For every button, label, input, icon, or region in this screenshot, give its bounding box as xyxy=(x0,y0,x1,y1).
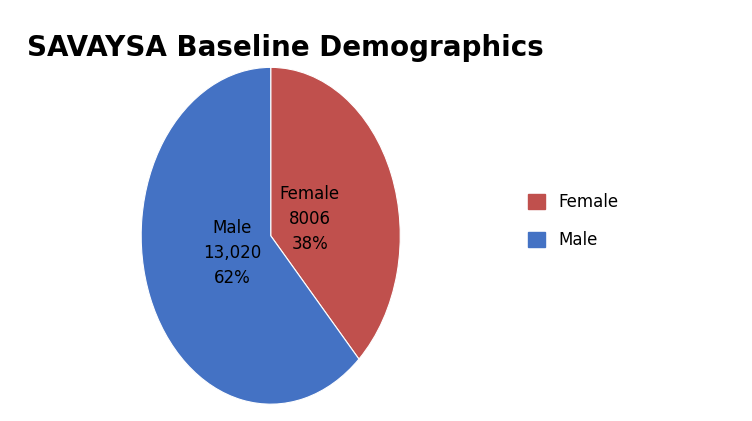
Wedge shape xyxy=(271,67,400,359)
Text: Female
8006
38%: Female 8006 38% xyxy=(280,185,340,253)
Legend: Female, Male: Female, Male xyxy=(520,185,626,257)
Wedge shape xyxy=(141,67,359,404)
Text: SAVAYSA Baseline Demographics: SAVAYSA Baseline Demographics xyxy=(27,34,544,62)
Text: Male
13,020
62%: Male 13,020 62% xyxy=(203,218,261,287)
